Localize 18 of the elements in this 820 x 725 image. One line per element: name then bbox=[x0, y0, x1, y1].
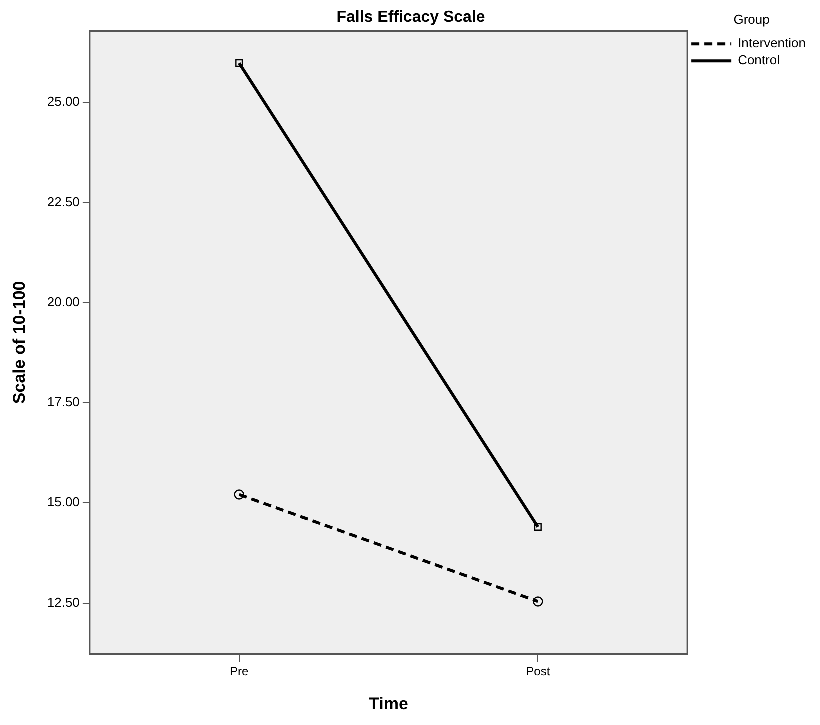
y-tick-label: 25.00 bbox=[47, 94, 80, 110]
y-tick-label: 17.50 bbox=[47, 394, 80, 410]
legend-label: Intervention bbox=[738, 36, 806, 51]
x-tick-label: Post bbox=[526, 664, 551, 679]
chart-title: Falls Efficacy Scale bbox=[336, 9, 486, 26]
point bbox=[534, 523, 542, 531]
point bbox=[236, 59, 244, 68]
y-tick-label: 20.00 bbox=[47, 294, 80, 310]
legend-label: Control bbox=[738, 52, 780, 68]
y-tick-label: 15.00 bbox=[47, 494, 80, 510]
legend-title: Group bbox=[734, 12, 770, 28]
y-tick-label: 22.50 bbox=[47, 194, 80, 210]
y-tick-label: 12.50 bbox=[47, 594, 80, 610]
x-tick-label: Pre bbox=[230, 664, 249, 679]
point bbox=[234, 490, 244, 500]
point bbox=[533, 596, 544, 607]
x-axis-title: Time bbox=[369, 694, 408, 714]
y-axis-title: Scale of 10-100 bbox=[10, 281, 29, 404]
